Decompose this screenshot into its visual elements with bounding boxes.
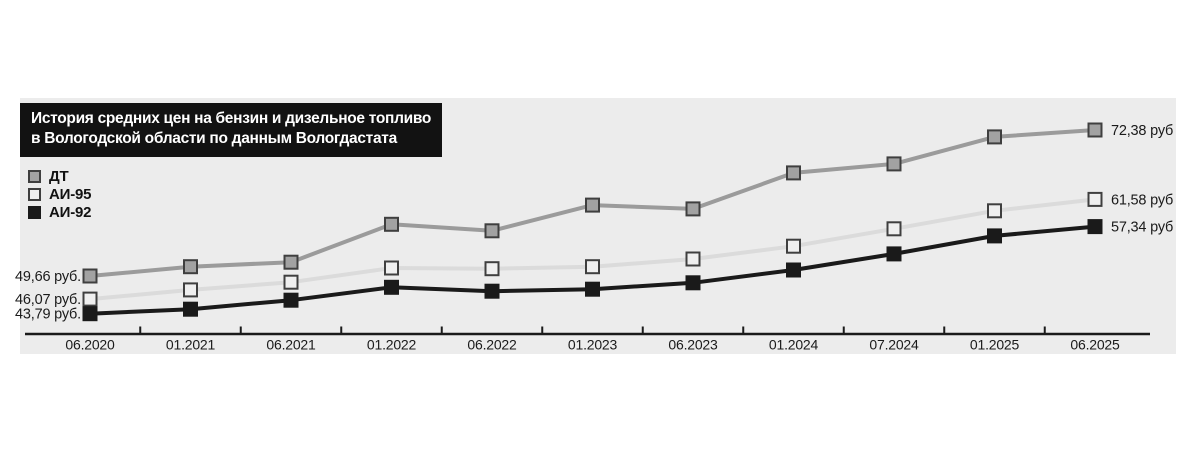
marker-dt-01.2025	[987, 129, 1002, 145]
marker-ai92-01.2025	[987, 228, 1002, 244]
marker-ai92-01.2023	[585, 281, 600, 297]
start-value-label-ai95: 46,07 руб.	[15, 292, 81, 308]
marker-ai92-06.2022	[484, 283, 500, 299]
x-axis-label: 07.2024	[869, 337, 919, 353]
legend-item-ai95: АИ-95	[28, 185, 91, 203]
legend-item-ai92: АИ-92	[28, 203, 91, 221]
x-axis-label: 01.2022	[367, 337, 417, 353]
x-axis-label: 06.2022	[467, 337, 517, 353]
marker-ai95-06.2022	[484, 261, 500, 277]
marker-ai92-01.2024	[786, 262, 801, 278]
marker-ai95-01.2023	[585, 259, 600, 275]
marker-ai92-01.2022	[384, 279, 399, 295]
marker-ai95-01.2022	[384, 260, 399, 276]
chart-legend: ДТ АИ-95 АИ-92	[28, 167, 91, 221]
start-value-label-dt: 49,66 руб.	[15, 269, 81, 285]
marker-dt-01.2022	[384, 216, 399, 232]
x-axis-label: 06.2020	[65, 337, 115, 353]
legend-swatch-dt-icon	[28, 169, 41, 183]
end-value-label-ai95: 61,58 руб	[1111, 192, 1173, 208]
marker-dt-06.2023	[685, 201, 701, 217]
marker-ai92-06.2025	[1087, 219, 1103, 235]
start-value-label-ai92: 43,79 руб.	[15, 307, 81, 323]
marker-ai92-01.2021	[183, 301, 198, 317]
legend-label-ai92: АИ-92	[49, 203, 92, 221]
end-value-label-ai92: 57,34 руб	[1111, 220, 1173, 236]
marker-ai95-07.2024	[886, 221, 902, 237]
marker-dt-01.2024	[786, 165, 801, 181]
marker-ai95-01.2025	[987, 203, 1002, 219]
marker-ai92-06.2020	[82, 306, 98, 322]
x-axis-label: 06.2021	[266, 337, 316, 353]
marker-ai92-06.2021	[283, 292, 299, 308]
marker-ai92-07.2024	[886, 246, 902, 262]
marker-dt-06.2022	[484, 223, 500, 239]
legend-item-dt: ДТ	[28, 167, 91, 185]
marker-ai95-06.2023	[685, 251, 701, 267]
legend-swatch-ai95-icon	[28, 187, 41, 201]
marker-dt-01.2023	[585, 197, 600, 213]
marker-dt-07.2024	[886, 156, 902, 172]
marker-dt-06.2020	[82, 268, 98, 284]
marker-ai92-06.2023	[685, 275, 701, 291]
marker-ai95-06.2025	[1087, 191, 1103, 207]
marker-ai95-06.2020	[82, 291, 98, 307]
marker-ai95-01.2024	[786, 238, 801, 254]
x-axis-label: 01.2024	[769, 337, 819, 353]
marker-ai95-06.2021	[283, 274, 299, 290]
chart-title-line2: в Вологодской области по данным Вологдас…	[31, 130, 397, 147]
x-axis-label: 06.2025	[1070, 337, 1120, 353]
x-axis-label: 06.2023	[668, 337, 718, 353]
legend-swatch-ai92-icon	[28, 205, 41, 219]
end-value-label-dt: 72,38 руб	[1111, 123, 1173, 139]
x-axis-label: 01.2023	[568, 337, 618, 353]
chart-title-line1: История средних цен на бензин и дизельно…	[31, 110, 432, 127]
marker-dt-06.2021	[283, 254, 299, 270]
marker-dt-01.2021	[183, 259, 198, 275]
chart-title-block: История средних цен на бензин и дизельно…	[20, 103, 443, 157]
marker-dt-06.2025	[1087, 122, 1103, 138]
legend-label-dt: ДТ	[49, 167, 69, 185]
marker-ai95-01.2021	[183, 282, 198, 298]
x-axis-label: 01.2021	[166, 337, 216, 353]
legend-label-ai95: АИ-95	[49, 185, 92, 203]
x-axis-label: 01.2025	[970, 337, 1020, 353]
